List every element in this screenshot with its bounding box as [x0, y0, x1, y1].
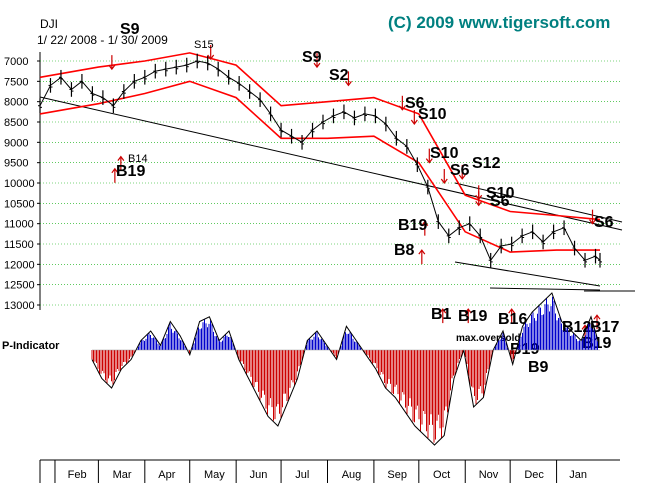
- signal-b19-jan: B19: [582, 335, 611, 352]
- chart-date-range: 1/ 22/ 2008 - 1/ 30/ 2009: [37, 33, 168, 47]
- lower-support-line: [489, 287, 601, 291]
- y-tick-label-10500: 9500: [4, 158, 28, 170]
- signal-s6-nov: S6: [490, 193, 510, 210]
- sell-arrow-head: [425, 158, 433, 164]
- max-oversold-label: max.oversold: [456, 333, 520, 344]
- p-indicator-label: P-Indicator: [2, 340, 60, 352]
- price-line: [39, 60, 601, 262]
- y-tick-label-7500: 12500: [4, 280, 35, 292]
- sell-arrow-head: [108, 64, 116, 71]
- buy-arrow-head: [581, 324, 589, 330]
- buy-arrow-head: [117, 155, 125, 161]
- signal-b1-oct: B1: [431, 306, 452, 323]
- x-tick-label-aug: Aug: [342, 469, 362, 481]
- signal-s9-march: S9: [120, 21, 140, 38]
- signal-s10-nov: S10: [486, 185, 515, 202]
- buy-arrow-head: [111, 167, 119, 174]
- buy-arrow-head: [593, 314, 601, 320]
- trend-lines: [39, 96, 635, 292]
- x-tick-label-sep: Sep: [387, 469, 407, 481]
- upper-channel-line: [454, 182, 623, 223]
- band-line-2: [39, 80, 600, 253]
- upper-trendline: [39, 96, 623, 231]
- x-tick-label-apr: Apr: [158, 469, 175, 481]
- y-tick-label-11000: 9000: [4, 137, 28, 149]
- sell-arrow-head: [475, 201, 483, 207]
- price-bars-group: [38, 53, 602, 268]
- y-tick-label-12500: 7500: [4, 76, 28, 88]
- sell-arrow-head: [344, 81, 352, 87]
- lower-channel-line: [454, 261, 601, 287]
- p-indicator-outline: [91, 292, 599, 446]
- y-tick-label-9500: 10500: [4, 198, 35, 210]
- x-tick-label-mar: Mar: [113, 469, 132, 481]
- chart-title: DJI: [40, 17, 58, 31]
- sell-arrow-head: [589, 219, 596, 225]
- x-tick-label-dec: Dec: [524, 469, 544, 481]
- bands-group: [39, 52, 601, 253]
- signal-b9-dec: B9: [528, 359, 549, 376]
- y-tick-label-8500: 11500: [4, 239, 34, 251]
- x-axis-ticks: Feb Mar Apr May Jun Jul Aug Sep Oct Nov Dec Jan: [39, 460, 587, 483]
- buy-arrow-head: [464, 308, 472, 314]
- y-tick-label-12000: 8000: [4, 97, 28, 109]
- signal-b8-oct: B8: [394, 242, 415, 259]
- y-tick-label-11500: 8500: [4, 117, 28, 129]
- signal-s9-july: S9: [302, 49, 322, 66]
- signal-s2-aug: S2: [329, 67, 349, 84]
- p-indicator-bars: [91, 292, 599, 446]
- x-tick-label-may: May: [204, 469, 225, 481]
- buy-arrow-head: [508, 308, 516, 314]
- y-tick-label-8000: 12000: [4, 259, 35, 271]
- y-tick-label-9000: 11000: [4, 219, 34, 231]
- signal-s6-sep: S6: [405, 95, 425, 112]
- x-tick-label-feb: Feb: [68, 469, 87, 481]
- y-tick-label-10000: 10000: [4, 178, 35, 190]
- signal-arrows: [108, 44, 601, 340]
- sell-arrow-head: [410, 119, 418, 126]
- signal-s6-jan: S6: [594, 214, 614, 231]
- x-tick-label-oct: Oct: [433, 469, 450, 481]
- signal-s12-oct: S12: [472, 155, 501, 172]
- signal-b19-march: B19: [116, 163, 145, 180]
- signal-s15-may: S15: [194, 39, 214, 51]
- buy-arrow-head: [439, 308, 447, 314]
- x-tick-label-jan: Jan: [569, 469, 587, 481]
- sell-arrow-head: [440, 178, 448, 184]
- sell-arrow-head: [398, 105, 406, 111]
- sell-arrow-head: [313, 62, 321, 69]
- x-tick-label-nov: Nov: [479, 469, 499, 481]
- price-y-ticks: 13000 12500 12000 11500 11000 10500 10000 9500 9…: [4, 56, 40, 312]
- x-tick-label-jul: Jul: [295, 469, 309, 481]
- sell-arrow-head: [458, 174, 466, 180]
- signal-b19-oct: B19: [398, 217, 427, 234]
- signal-b16-dec: B16: [498, 311, 527, 328]
- signal-labels: S9 S15 S9 S2 S6 S10 S10 S6 S12 S10 S6 S6…: [116, 21, 619, 376]
- signal-b14-march: B14: [128, 153, 148, 165]
- buy-arrow-head: [418, 249, 426, 255]
- signal-s10-oct: S10: [430, 145, 459, 162]
- signal-b17-jan: B17: [590, 319, 619, 336]
- price-grid: [40, 60, 620, 306]
- signal-s6-oct: S6: [450, 162, 470, 179]
- y-tick-label-7000: 13000: [4, 300, 35, 312]
- buy-arrow-head: [421, 220, 429, 227]
- signal-b12-jan: B12: [562, 319, 591, 336]
- band-line-1: [39, 52, 601, 221]
- sell-arrow-head: [207, 54, 215, 60]
- signal-b19-nov: B19: [458, 308, 487, 325]
- y-tick-label-13000: 7000: [4, 56, 28, 68]
- signal-s10-sep: S10: [418, 106, 447, 123]
- x-tick-label-jun: Jun: [250, 469, 268, 481]
- copyright-text: (C) 2009 www.tigersoft.com: [388, 13, 610, 32]
